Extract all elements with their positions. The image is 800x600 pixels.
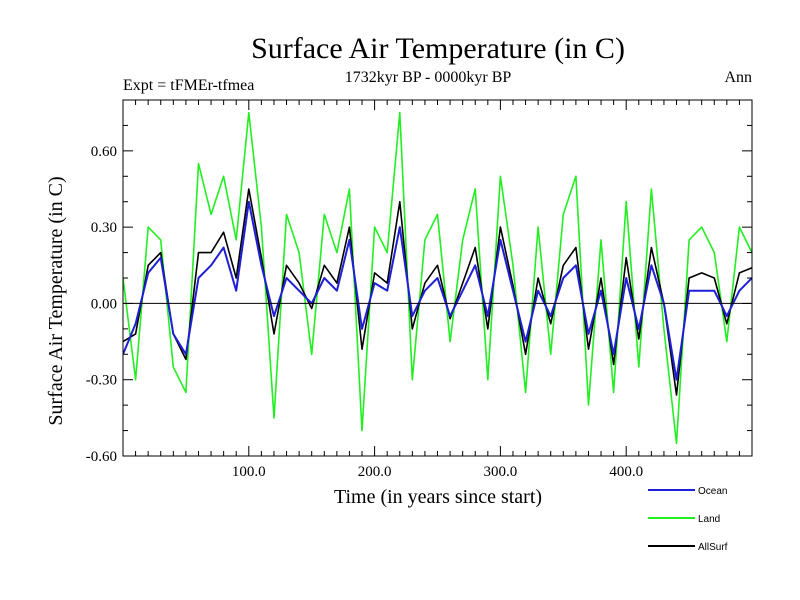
y-axis-label: Surface Air Temperature (in C) bbox=[45, 176, 67, 425]
x-tick-label: 100.0 bbox=[232, 464, 266, 480]
series-line-ocean bbox=[123, 200, 752, 381]
y-tick-label: 0.00 bbox=[91, 296, 117, 312]
series-line-allsurf bbox=[123, 188, 752, 396]
x-axis: 100.0 200.0 300.0 400.0 bbox=[122, 100, 753, 480]
y-axis: -0.60 -0.30 0.00 0.30 0.60 bbox=[86, 99, 752, 465]
season-label: Ann bbox=[724, 69, 752, 86]
y-tick-label: -0.60 bbox=[86, 449, 117, 465]
series-line-land bbox=[123, 111, 752, 445]
y-tick-label: -0.30 bbox=[86, 373, 117, 389]
legend-label-ocean: Ocean bbox=[698, 486, 727, 497]
y-tick-label: 0.30 bbox=[91, 220, 117, 236]
x-tick-label: 300.0 bbox=[484, 464, 518, 480]
chart-title: Surface Air Temperature (in C) bbox=[251, 32, 625, 65]
legend-label-allsurf: AllSurf bbox=[698, 542, 728, 553]
legend-label-land: Land bbox=[698, 514, 720, 525]
x-tick-label: 200.0 bbox=[358, 464, 392, 480]
expt-label: Expt = tFMEr-tfmea bbox=[123, 77, 254, 94]
chart-subtitle: 1732kyr BP - 0000kyr BP bbox=[345, 69, 512, 86]
y-tick-label: 0.60 bbox=[91, 144, 117, 160]
series-layer bbox=[123, 111, 752, 445]
legend: Ocean Land AllSurf bbox=[648, 486, 728, 553]
x-tick-label: 400.0 bbox=[609, 464, 643, 480]
x-axis-label: Time (in years since start) bbox=[334, 486, 542, 508]
